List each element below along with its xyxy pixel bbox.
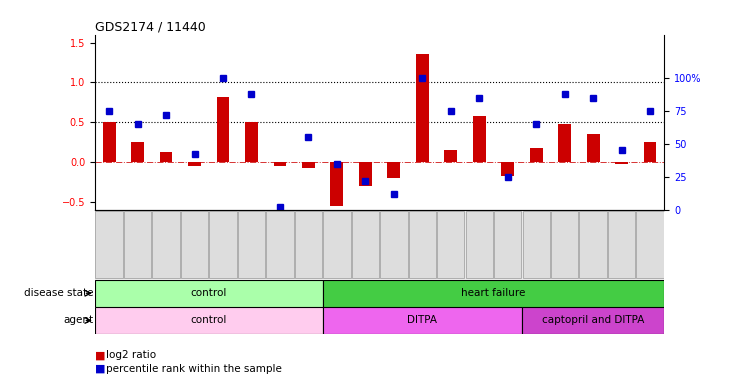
FancyBboxPatch shape xyxy=(181,211,208,278)
FancyBboxPatch shape xyxy=(295,211,322,278)
Bar xyxy=(522,307,664,334)
Bar xyxy=(245,122,258,162)
Text: percentile rank within the sample: percentile rank within the sample xyxy=(106,364,282,374)
Bar xyxy=(188,162,201,166)
Bar xyxy=(530,147,542,162)
FancyBboxPatch shape xyxy=(466,211,493,278)
Text: agent: agent xyxy=(64,316,93,326)
Bar xyxy=(331,162,343,205)
Bar xyxy=(473,116,485,162)
Bar xyxy=(274,162,286,166)
FancyBboxPatch shape xyxy=(523,211,550,278)
FancyBboxPatch shape xyxy=(124,211,151,278)
Bar xyxy=(323,280,664,307)
Text: GDS2174 / 11440: GDS2174 / 11440 xyxy=(95,20,206,33)
FancyBboxPatch shape xyxy=(608,211,635,278)
Bar xyxy=(416,55,429,162)
Text: ■: ■ xyxy=(95,350,105,360)
Bar xyxy=(323,307,522,334)
FancyBboxPatch shape xyxy=(238,211,265,278)
FancyBboxPatch shape xyxy=(210,211,237,278)
FancyBboxPatch shape xyxy=(96,211,123,278)
Bar xyxy=(587,134,599,162)
FancyBboxPatch shape xyxy=(153,211,180,278)
Bar xyxy=(217,97,229,162)
Text: heart failure: heart failure xyxy=(461,288,526,298)
Text: ■: ■ xyxy=(95,364,105,374)
Text: log2 ratio: log2 ratio xyxy=(106,350,156,360)
FancyBboxPatch shape xyxy=(266,211,293,278)
FancyBboxPatch shape xyxy=(580,211,607,278)
FancyBboxPatch shape xyxy=(380,211,407,278)
FancyBboxPatch shape xyxy=(409,211,436,278)
Bar xyxy=(388,162,400,178)
Bar xyxy=(445,150,457,162)
Bar xyxy=(502,162,514,176)
Bar xyxy=(644,142,656,162)
FancyBboxPatch shape xyxy=(323,211,350,278)
Text: control: control xyxy=(191,288,227,298)
Bar xyxy=(103,122,115,162)
Bar xyxy=(95,307,323,334)
Text: DITPA: DITPA xyxy=(407,316,437,326)
FancyBboxPatch shape xyxy=(551,211,578,278)
Bar xyxy=(615,162,628,164)
Text: control: control xyxy=(191,316,227,326)
FancyBboxPatch shape xyxy=(437,211,464,278)
Text: captopril and DITPA: captopril and DITPA xyxy=(542,316,645,326)
Bar xyxy=(131,142,144,162)
Bar xyxy=(558,124,571,162)
FancyBboxPatch shape xyxy=(494,211,521,278)
Bar xyxy=(160,152,172,162)
FancyBboxPatch shape xyxy=(637,211,664,278)
Bar xyxy=(95,280,323,307)
FancyBboxPatch shape xyxy=(352,211,379,278)
Bar xyxy=(302,162,315,168)
Bar xyxy=(359,162,372,186)
Text: disease state: disease state xyxy=(24,288,93,298)
